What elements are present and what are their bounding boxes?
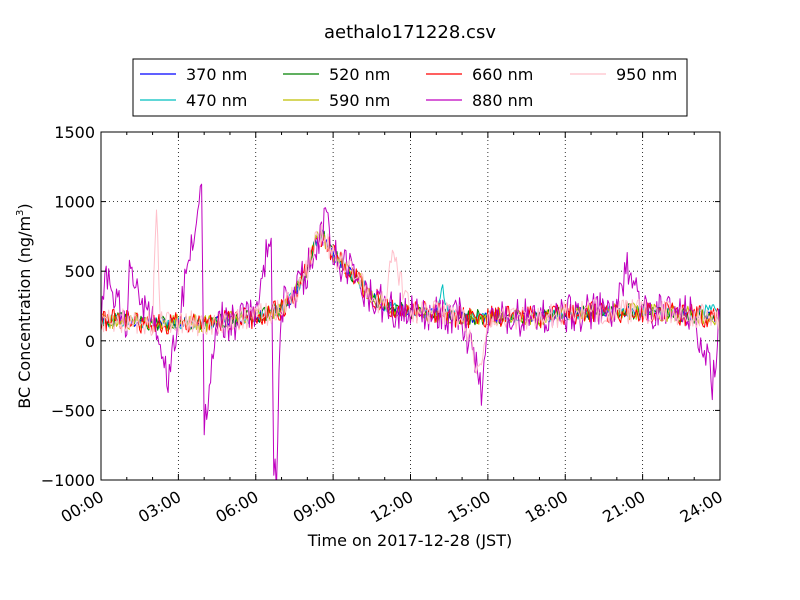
y-tick-label: 500 [64, 262, 95, 281]
legend-label: 370 nm [186, 65, 247, 84]
y-axis-label: BC Concentration (ng/m3) [15, 203, 34, 408]
legend-items: 370 nm 470 nm 520 nm 590 nm 660 nm 880 nm 950 … [140, 65, 677, 110]
legend-label: 590 nm [329, 91, 390, 110]
legend-label: 880 nm [472, 91, 533, 110]
y-tick-label: −1000 [41, 471, 95, 490]
y-axis-label-superscript: 3 [15, 210, 26, 216]
series-line-880-nm [101, 183, 720, 480]
chart-title: aethalo171228.csv [324, 22, 496, 43]
legend: 370 nm 470 nm 520 nm 590 nm 660 nm 880 nm 950 … [132, 58, 688, 117]
y-axis-label-end: ) [15, 203, 34, 209]
legend-label: 470 nm [186, 91, 247, 110]
y-tick-label: −500 [51, 401, 95, 420]
y-tick-label: 0 [85, 332, 95, 351]
plot-area [101, 183, 720, 480]
legend-label: 660 nm [472, 65, 533, 84]
legend-box [132, 58, 688, 117]
legend-label: 520 nm [329, 65, 390, 84]
legend-label: 950 nm [616, 65, 677, 84]
y-tick-label: 1000 [54, 193, 95, 212]
x-axis-label: Time on 2017-12-28 (JST) [307, 531, 512, 550]
y-axis-label-main: BC Concentration (ng/m [15, 216, 34, 409]
y-tick-label: 1500 [54, 123, 95, 142]
series-line-950-nm [101, 209, 720, 375]
